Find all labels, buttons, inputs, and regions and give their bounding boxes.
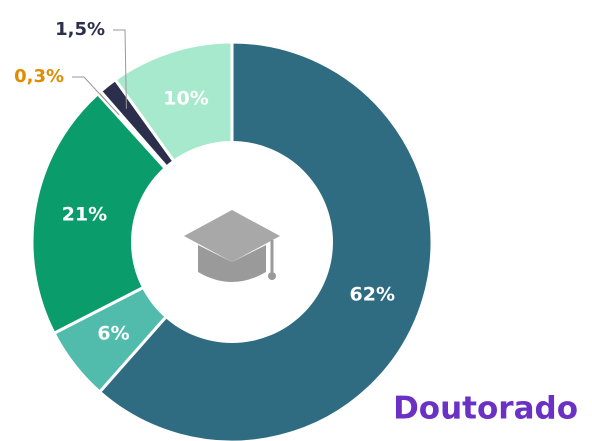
data-label: 62% — [350, 284, 395, 306]
chart-title: Doutorado — [393, 391, 578, 427]
data-label: 6% — [97, 323, 129, 345]
data-label: 10% — [163, 88, 208, 110]
leader-line — [113, 29, 127, 109]
data-label: 1,5% — [55, 19, 105, 40]
data-label: 21% — [62, 204, 107, 226]
slices — [30, 40, 434, 441]
leader-line — [72, 76, 120, 116]
data-label: 0,3% — [14, 66, 64, 87]
graduation-cap-icon — [184, 210, 280, 282]
